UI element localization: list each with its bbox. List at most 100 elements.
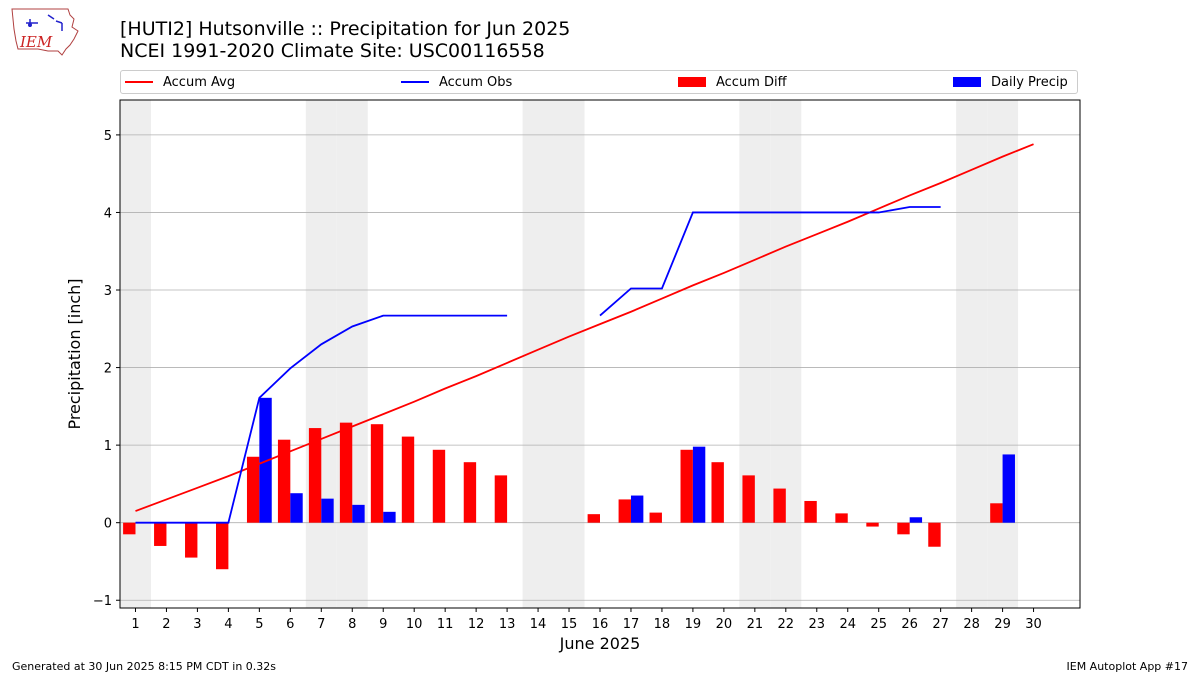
accum-diff-bar [773, 488, 786, 523]
accum-diff-bar [123, 522, 136, 535]
accum-diff-bar [680, 449, 693, 523]
accum-diff-bar [308, 428, 322, 523]
x-tick-label: 20 [716, 617, 733, 632]
x-tick-label: 1 [131, 617, 139, 632]
legend-label-accum-diff: Accum Diff [716, 74, 787, 90]
accum-diff-bar [928, 522, 941, 547]
legend-label-daily-precip: Daily Precip [991, 74, 1068, 90]
x-tick-label: 6 [286, 617, 294, 632]
y-tick-label: 5 [104, 129, 112, 144]
y-tick-label: 3 [104, 284, 112, 299]
y-tick-label: 4 [104, 206, 112, 221]
accum-diff-bar [804, 500, 817, 523]
accum-avg-line [135, 143, 1034, 512]
x-tick-label: 2 [162, 617, 170, 632]
x-tick-label: 22 [778, 617, 795, 632]
accum-diff-bar [401, 436, 415, 523]
x-tick-label: 18 [654, 617, 671, 632]
accum-obs-line [599, 206, 941, 317]
accum-diff-bar [154, 522, 167, 546]
accum-diff-bar [742, 475, 755, 523]
footer-generated-text: Generated at 30 Jun 2025 8:15 PM CDT in … [12, 660, 277, 673]
daily-precip-bar [290, 493, 303, 523]
daily-precip-bar [692, 446, 706, 523]
weekend-shade [956, 100, 988, 608]
daily-precip-bar [321, 498, 334, 523]
accum-diff-bar [494, 475, 508, 523]
legend-label-accum-obs: Accum Obs [439, 74, 513, 90]
weekend-shade [336, 100, 368, 608]
accum-diff-bar [990, 503, 1003, 523]
weekend-shade [305, 100, 337, 608]
daily-precip-bar [352, 504, 365, 523]
x-tick-label: 28 [963, 617, 980, 632]
iem-logo: IEM [11, 8, 79, 56]
daily-precip-bar [1002, 454, 1015, 523]
x-tick-label: 26 [901, 617, 918, 632]
daily-precip-bar [630, 495, 644, 523]
legend-item-accum-obs: Accum Obs [401, 71, 512, 93]
y-axis-label: Precipitation [inch] [65, 278, 84, 429]
x-tick-label: 24 [839, 617, 856, 632]
accum-diff-bar [587, 514, 600, 523]
weekend-shade [770, 100, 802, 608]
x-tick-label: 3 [193, 617, 201, 632]
x-tick-label: 14 [530, 617, 547, 632]
x-tick-label: 19 [685, 617, 702, 632]
legend-item-daily-precip: Daily Precip [953, 71, 1068, 93]
legend-item-accum-diff: Accum Diff [678, 71, 787, 93]
accum-diff-bar [339, 422, 353, 523]
x-tick-label: 13 [499, 617, 516, 632]
chart-legend: Accum Avg Accum Obs Accum Diff Daily Pre… [120, 70, 1078, 94]
x-tick-label: 10 [406, 617, 423, 632]
svg-text:IEM: IEM [19, 33, 53, 51]
accum-diff-bar [463, 462, 477, 523]
accum-diff-bar [711, 462, 724, 523]
x-tick-label: 12 [468, 617, 485, 632]
y-tick-label: −1 [93, 594, 112, 609]
legend-item-accum-avg: Accum Avg [125, 71, 235, 93]
accum-diff-bar [649, 512, 662, 523]
footer-app-label: IEM Autoplot App #17 [1066, 660, 1189, 673]
legend-label-accum-avg: Accum Avg [163, 74, 236, 90]
y-tick-label: 1 [104, 439, 112, 454]
x-tick-label: 17 [623, 617, 640, 632]
x-tick-label: 5 [255, 617, 263, 632]
accum-diff-bar [185, 522, 198, 558]
accum-diff-bar [897, 522, 910, 535]
accum-diff-bar [618, 499, 631, 523]
x-tick-label: 4 [224, 617, 232, 632]
x-axis-label: June 2025 [559, 634, 641, 653]
x-tick-label: 23 [809, 617, 826, 632]
x-tick-label: 27 [932, 617, 949, 632]
accum-diff-bar [246, 456, 260, 523]
x-tick-label: 21 [747, 617, 764, 632]
weekend-shade [987, 100, 1019, 608]
chart-subtitle: NCEI 1991-2020 Climate Site: USC00116558 [120, 40, 545, 62]
x-tick-label: 8 [348, 617, 356, 632]
accum-diff-bar [370, 424, 384, 523]
x-tick-label: 16 [592, 617, 609, 632]
daily-precip-bar [909, 517, 923, 523]
legend-swatch-accum-obs [401, 81, 429, 83]
accum-diff-bar [866, 522, 879, 527]
y-tick-label: 0 [104, 517, 112, 532]
y-tick-label: 2 [104, 362, 112, 377]
x-tick-label: 15 [561, 617, 578, 632]
accum-diff-bar [277, 439, 291, 523]
x-tick-label: 9 [379, 617, 387, 632]
x-tick-label: 30 [1025, 617, 1042, 632]
accum-diff-bar [432, 449, 446, 523]
weekend-shade [553, 100, 585, 608]
x-tick-label: 7 [317, 617, 325, 632]
x-tick-label: 29 [994, 617, 1011, 632]
weekend-shade [739, 100, 771, 608]
legend-swatch-daily-precip [953, 77, 981, 87]
x-tick-label: 11 [437, 617, 454, 632]
daily-precip-bar [383, 511, 396, 523]
daily-precip-bar [259, 397, 272, 523]
legend-swatch-accum-avg [125, 81, 153, 83]
chart-title: [HUTI2] Hutsonville :: Precipitation for… [120, 18, 571, 40]
x-tick-label: 25 [870, 617, 887, 632]
